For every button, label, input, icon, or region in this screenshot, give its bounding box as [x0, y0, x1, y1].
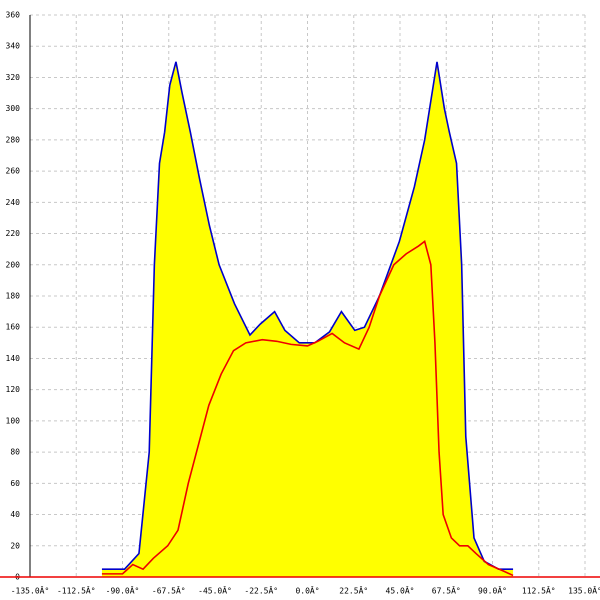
y-tick-label: 340: [6, 42, 21, 51]
y-tick-label: 120: [6, 385, 21, 394]
x-tick-label: 112.5Â°: [522, 585, 556, 596]
y-tick-label: 220: [6, 229, 21, 238]
x-tick-label: 90.0Â°: [478, 585, 507, 596]
y-tick-label: 300: [6, 104, 21, 113]
area: [101, 61, 514, 578]
y-tick-label: 360: [6, 11, 21, 20]
y-tick-label: 20: [10, 541, 20, 550]
y-tick-label: 200: [6, 260, 21, 269]
x-tick-label: 67.5Â°: [432, 585, 461, 596]
y-tick-label: 180: [6, 292, 21, 301]
y-tick-label: 40: [10, 510, 20, 519]
x-tick-label: -45.0Â°: [198, 585, 232, 596]
y-tick-label: 240: [6, 198, 21, 207]
x-tick-label: -22.5Â°: [244, 585, 278, 596]
line: [101, 240, 514, 577]
y-tick-label: 80: [10, 448, 20, 457]
y-tick-label: 100: [6, 416, 21, 425]
y-tick-label: 280: [6, 135, 21, 144]
y-tick-label: 260: [6, 167, 21, 176]
x-tick-label: -135.0Â°: [11, 585, 50, 596]
y-tick-label: 160: [6, 323, 21, 332]
x-tick-label: -67.5Â°: [152, 585, 186, 596]
y-tick-label: 320: [6, 73, 21, 82]
x-tick-label: 22.5Â°: [339, 585, 368, 596]
x-tick-label: 0.0Â°: [295, 585, 319, 596]
x-tick-label: -112.5Â°: [57, 585, 96, 596]
x-tick-label: -90.0Â°: [106, 585, 140, 596]
y-tick-label: 140: [6, 354, 21, 363]
x-tick-label: 135.0Â°: [568, 585, 600, 596]
x-tick-label: 45.0Â°: [386, 585, 415, 596]
line: [101, 61, 514, 570]
y-tick-label: 60: [10, 479, 20, 488]
